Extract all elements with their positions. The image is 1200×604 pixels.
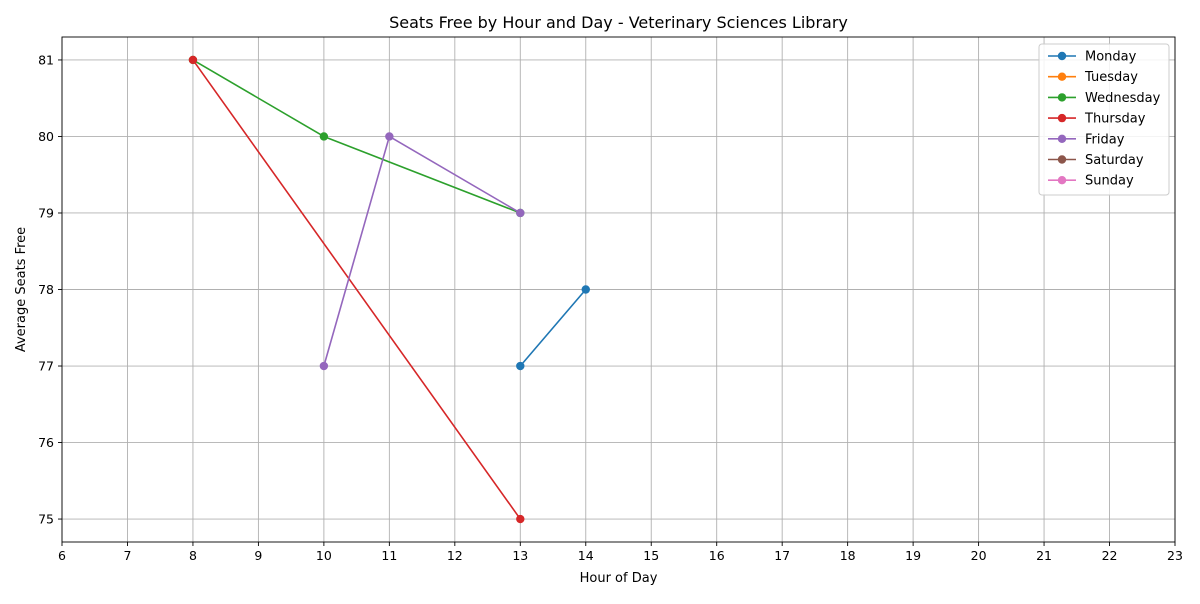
- x-tick-label: 17: [774, 548, 790, 563]
- x-tick-label: 7: [123, 548, 131, 563]
- y-tick-label: 78: [38, 282, 54, 297]
- x-tick-label: 14: [578, 548, 594, 563]
- legend-box: [1038, 43, 1170, 196]
- legend-swatch-marker: [1057, 93, 1067, 102]
- legend-label: Tuesday: [1084, 70, 1138, 85]
- data-point-friday: [516, 208, 525, 218]
- x-tick-label: 23: [1167, 548, 1183, 563]
- y-tick-label: 77: [38, 359, 54, 374]
- y-tick-label: 76: [38, 435, 54, 450]
- data-point-monday: [516, 361, 525, 371]
- chart-title: Seats Free by Hour and Day - Veterinary …: [389, 13, 848, 32]
- y-axis-label: Average Seats Free: [14, 227, 29, 352]
- legend: Monday Tuesday Wednesday Thursday Friday Satu…: [1038, 43, 1170, 196]
- x-axis-ticks: 6 7 8 9 10 11 12 13 14 15 16 17 18 19 20 21 22 23: [58, 542, 1183, 563]
- legend-label: Monday: [1085, 50, 1137, 65]
- legend-item-sunday: Sunday: [1048, 174, 1134, 189]
- legend-items: Monday Tuesday Wednesday Thursday Friday Satu…: [1048, 50, 1161, 189]
- legend-swatch-marker: [1057, 134, 1067, 143]
- legend-item-saturday: Saturday: [1048, 153, 1144, 168]
- x-tick-label: 6: [58, 548, 66, 563]
- series-line-monday: [519, 288, 587, 367]
- y-tick-label: 79: [38, 205, 54, 220]
- series-line-friday: [323, 135, 522, 367]
- data-point-thursday: [188, 55, 198, 65]
- data-point-wednesday: [319, 132, 329, 141]
- series-monday: [516, 285, 590, 371]
- y-tick-label: 75: [38, 512, 54, 527]
- y-axis-ticks: 75 76 77 78 79 80 81: [38, 52, 62, 527]
- x-tick-label: 11: [381, 548, 397, 563]
- x-tick-label: 21: [1036, 548, 1052, 563]
- x-tick-label: 20: [971, 548, 987, 563]
- x-tick-label: 10: [316, 548, 332, 563]
- x-axis-label: Hour of Day: [580, 571, 658, 586]
- data-point-monday: [581, 285, 590, 294]
- legend-swatch-marker: [1057, 113, 1067, 123]
- series-thursday: [188, 55, 525, 524]
- legend-item-tuesday: Tuesday: [1048, 70, 1138, 85]
- legend-swatch-marker: [1057, 176, 1067, 185]
- legend-item-monday: Monday: [1048, 50, 1137, 65]
- series-layer: [188, 55, 590, 524]
- legend-label: Thursday: [1084, 112, 1146, 127]
- x-tick-label: 22: [1102, 548, 1118, 563]
- legend-label: Saturday: [1085, 153, 1144, 168]
- legend-label: Wednesday: [1085, 91, 1161, 106]
- x-tick-label: 18: [840, 548, 856, 563]
- legend-swatch-marker: [1057, 51, 1067, 61]
- y-tick-label: 80: [38, 129, 54, 144]
- data-point-friday: [385, 132, 394, 141]
- grid-layer: [61, 37, 1176, 542]
- legend-item-friday: Friday: [1048, 132, 1125, 147]
- data-point-thursday: [516, 514, 525, 524]
- legend-swatch-marker: [1057, 72, 1067, 81]
- legend-label: Friday: [1085, 132, 1125, 147]
- x-tick-label: 8: [189, 548, 197, 563]
- x-tick-label: 13: [512, 548, 528, 563]
- x-tick-label: 19: [905, 548, 921, 563]
- legend-item-wednesday: Wednesday: [1048, 91, 1161, 106]
- y-tick-label: 81: [38, 52, 54, 67]
- data-point-friday: [319, 361, 329, 371]
- x-tick-label: 15: [643, 548, 659, 563]
- x-tick-label: 16: [709, 548, 725, 563]
- x-tick-label: 9: [254, 548, 262, 563]
- legend-item-thursday: Thursday: [1048, 112, 1146, 127]
- legend-swatch-marker: [1057, 155, 1067, 164]
- series-friday: [319, 132, 525, 371]
- x-tick-label: 12: [447, 548, 463, 563]
- series-line-thursday: [192, 59, 522, 520]
- legend-label: Sunday: [1085, 174, 1134, 189]
